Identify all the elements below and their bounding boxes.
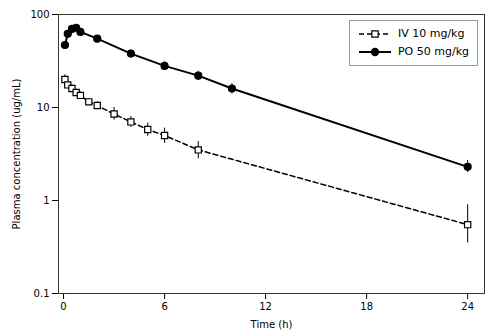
svg-text:1: 1 bbox=[43, 195, 49, 206]
html-text:IV 10 mg/kg: IV 10 mg/kg bbox=[398, 27, 465, 40]
html-text:PO 50 mg/kg: PO 50 mg/kg bbox=[398, 45, 469, 58]
svg-text:0: 0 bbox=[60, 301, 66, 312]
svg-text:6: 6 bbox=[161, 301, 167, 312]
svg-text:24: 24 bbox=[461, 301, 474, 312]
svg-text:100: 100 bbox=[30, 9, 49, 20]
svg-text:18: 18 bbox=[360, 301, 373, 312]
svg-text:Time (h): Time (h) bbox=[250, 319, 293, 330]
svg-text:Plasma concentration (ug/mL): Plasma concentration (ug/mL) bbox=[11, 79, 22, 230]
svg-text:0.1: 0.1 bbox=[34, 288, 50, 299]
svg-text:12: 12 bbox=[259, 301, 272, 312]
svg-text:10: 10 bbox=[37, 102, 50, 113]
